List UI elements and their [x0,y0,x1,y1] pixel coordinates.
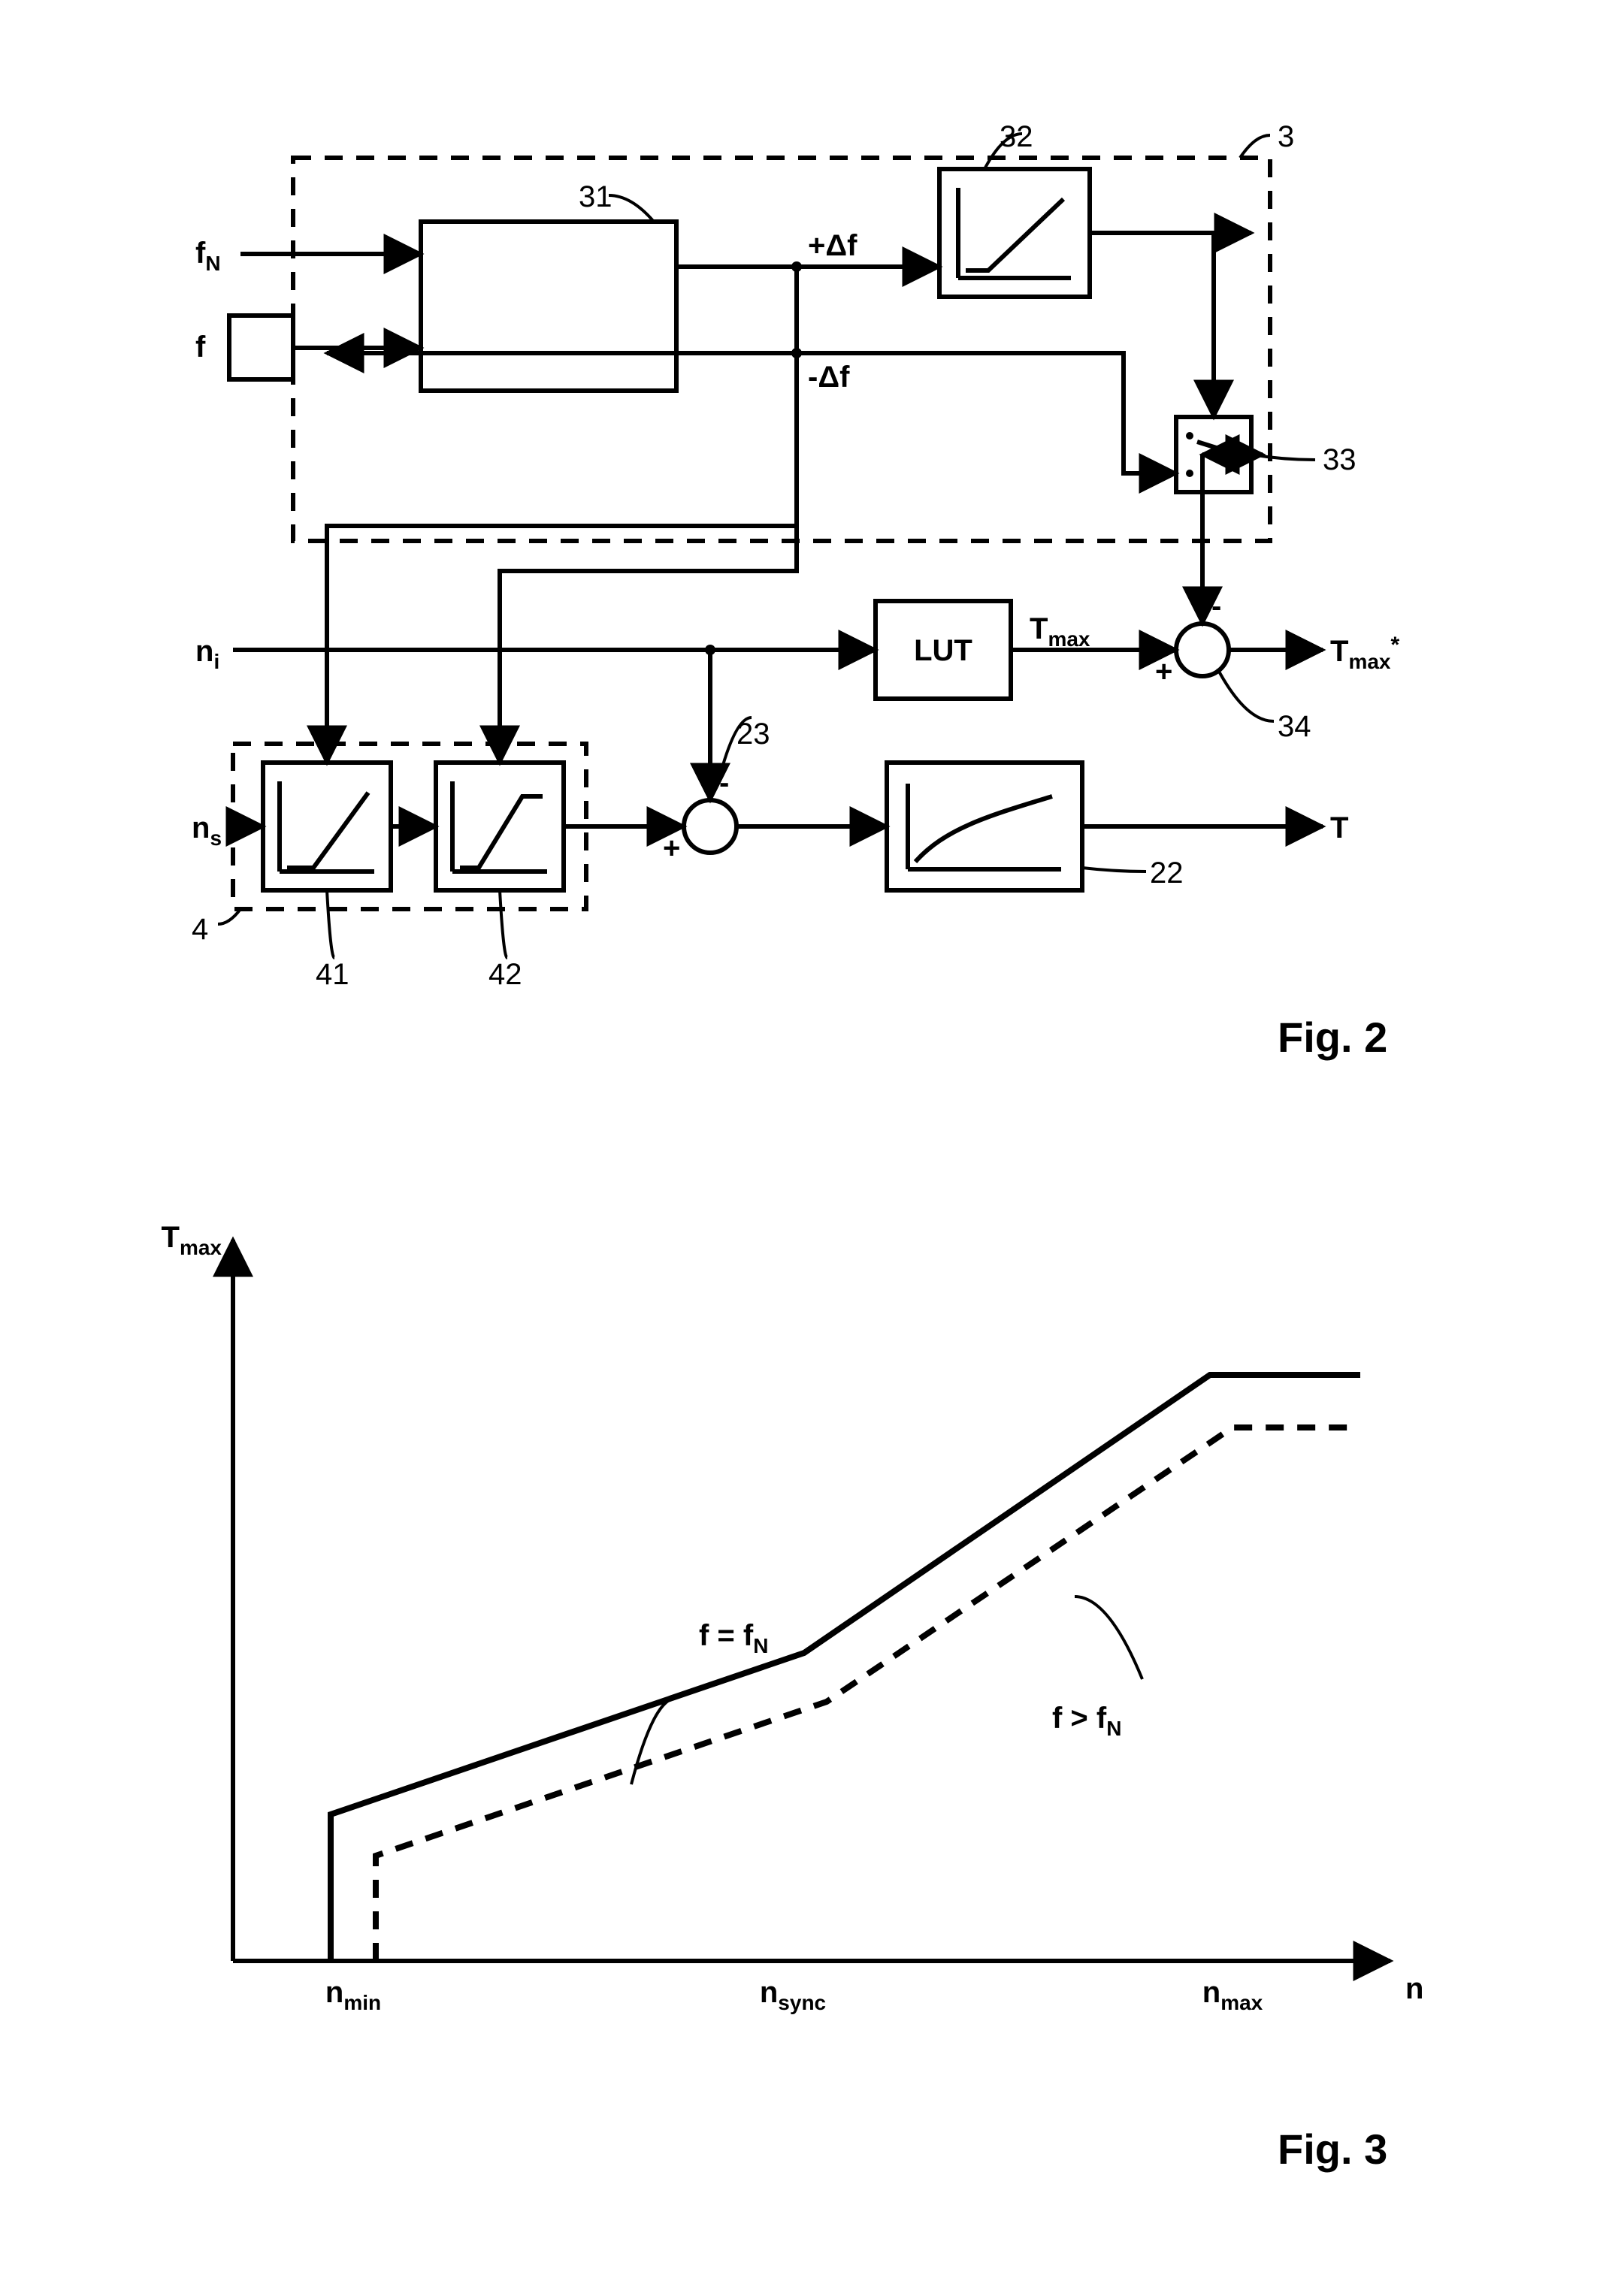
fig3-curve-solid [331,1375,1360,1961]
ref-42: 42 [488,958,522,991]
ref-3: 3 [1278,120,1294,153]
label-T: T [1330,811,1348,844]
fig3-ylabel: Tmax [162,1221,222,1259]
sum-34 [1176,624,1229,676]
ref-4: 4 [192,913,208,946]
ref-41: 41 [316,958,349,991]
ref-22: 22 [1150,856,1184,890]
label-Tmax-star: Tmax* [1330,633,1399,673]
fig3-solid-label: f = fN [699,1619,768,1657]
block-31 [421,222,676,391]
lut-label: LUT [914,634,972,667]
label-ni: ni [195,635,219,673]
fig3-curve-dashed [376,1427,1360,1961]
ref-31: 31 [579,180,612,213]
label-Tmax-mid: Tmax [1030,612,1090,651]
fig3-caption: Fig. 3 [1278,2125,1387,2173]
sign-23-left: + [663,832,680,865]
sign-34-left: + [1155,655,1172,688]
label-plus-df: +Δf [808,229,857,262]
group-3-box [293,158,1270,541]
fig3-xlabel: n [1405,1972,1423,2005]
ref-32: 32 [1000,120,1033,153]
label-f: f [195,331,206,364]
fig2-caption: Fig. 2 [1278,1014,1387,1061]
fig3-xtick-nmin: nmin [325,1976,381,2014]
sign-23-top: - [719,766,729,799]
sign-34-top: - [1211,590,1221,623]
label-ns: ns [192,811,222,850]
f-source-box [229,316,293,379]
sum-23 [684,800,736,853]
ref-34: 34 [1278,710,1311,743]
fig3-xtick-nsync: nsync [760,1976,826,2014]
ref-33: 33 [1323,443,1357,476]
label-minus-df: -Δf [808,361,850,394]
fig3-dashed-label: f > fN [1052,1702,1121,1740]
label-fN: fN [195,237,221,275]
fig3-xtick-nmax: nmax [1202,1976,1263,2014]
